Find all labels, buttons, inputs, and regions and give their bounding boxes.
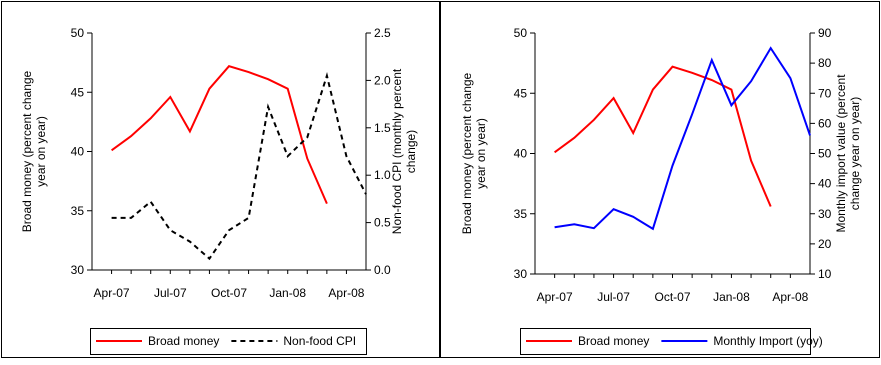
right-y-tick-label: 40 [818, 177, 832, 191]
right-y-tick-label: 0.0 [374, 263, 391, 277]
right-y-tick-label: 0.5 [374, 216, 391, 230]
series-line-monthly-import-yoy- [555, 48, 810, 229]
x-tick-label: Apr-07 [94, 286, 130, 300]
right-y-tick-label: 90 [818, 26, 832, 40]
right-y-tick-label: 60 [818, 116, 832, 130]
left-y-tick-label: 40 [514, 147, 528, 161]
legend-entry-label: Broad money [148, 334, 219, 348]
left-y-tick-label: 30 [71, 263, 85, 277]
x-tick-label: Oct-07 [211, 286, 247, 300]
left-y-tick-label: 35 [71, 204, 85, 218]
panel-right-border [441, 2, 880, 358]
right-y-axis-label-line: Non-food CPI (monthly percent [390, 68, 404, 234]
series-line-broad-money [112, 66, 327, 203]
right-y-tick-label: 2.5 [374, 26, 391, 40]
right-y-tick-label: 70 [818, 86, 832, 100]
series-line-non-food-cpi [112, 76, 366, 259]
right-y-axis-label: Monthly import value (percentchange year… [834, 74, 862, 233]
x-tick-label: Jan-08 [269, 286, 306, 300]
right-y-tick-label: 1.0 [374, 168, 391, 182]
right-y-tick-label: 1.5 [374, 121, 391, 135]
left-y-tick-label: 50 [514, 26, 528, 40]
legend-entry-label: Non-food CPI [283, 334, 356, 348]
left-y-tick-label: 45 [71, 85, 85, 99]
left-y-axis-label: Broad money (percent changeyear on year) [460, 72, 488, 234]
right-y-tick-label: 10 [818, 267, 832, 281]
right-y-axis-label-line: change year on year) [848, 97, 862, 210]
legend-entry-label: Broad money [578, 334, 649, 348]
chart-panel-2: 30 35 40 45 50 10 20 30 40 50 60 70 80 90 Apr-07 Jul-07… [460, 26, 862, 355]
right-y-axis-label: Non-food CPI (monthly percentchange) [390, 68, 418, 234]
legend-entry-label: Monthly Import (yoy) [713, 334, 822, 348]
right-y-tick-label: 30 [818, 207, 832, 221]
x-tick-label: Apr-08 [772, 290, 808, 304]
x-tick-label: Jul-07 [154, 286, 187, 300]
x-tick-label: Jan-08 [713, 290, 750, 304]
right-y-axis-label-line: Monthly import value (percent [834, 74, 848, 233]
right-y-tick-label: 50 [818, 147, 832, 161]
left-y-axis-label-line: year on year) [474, 118, 488, 189]
right-y-axis-label-line: change) [404, 130, 418, 173]
right-y-tick-label: 2.0 [374, 73, 391, 87]
right-y-tick-label: 80 [818, 56, 832, 70]
legend: Broad money Non-food CPI [91, 329, 367, 355]
left-y-axis-label-line: year on year) [34, 116, 48, 187]
x-tick-label: Oct-07 [654, 290, 690, 304]
x-tick-label: Jul-07 [597, 290, 630, 304]
left-y-axis-label-line: Broad money (percent change [460, 72, 474, 234]
left-y-tick-label: 45 [514, 86, 528, 100]
left-y-axis-label: Broad money (percent changeyear on year) [20, 70, 48, 232]
x-tick-label: Apr-07 [537, 290, 573, 304]
chart-panel-1: 30 35 40 45 50 0.0 0.5 1.0 1.5 2.0 2.5 Apr-07 Jul-07… [20, 26, 418, 355]
left-y-tick-label: 40 [71, 145, 85, 159]
right-y-tick-label: 20 [818, 237, 832, 251]
legend: Broad money Monthly Import (yoy) [521, 329, 823, 355]
left-y-tick-label: 30 [514, 267, 528, 281]
left-y-axis-label-line: Broad money (percent change [20, 70, 34, 232]
x-tick-label: Apr-08 [328, 286, 364, 300]
left-y-tick-label: 50 [71, 26, 85, 40]
series-line-broad-money [555, 67, 771, 207]
left-y-tick-label: 35 [514, 207, 528, 221]
